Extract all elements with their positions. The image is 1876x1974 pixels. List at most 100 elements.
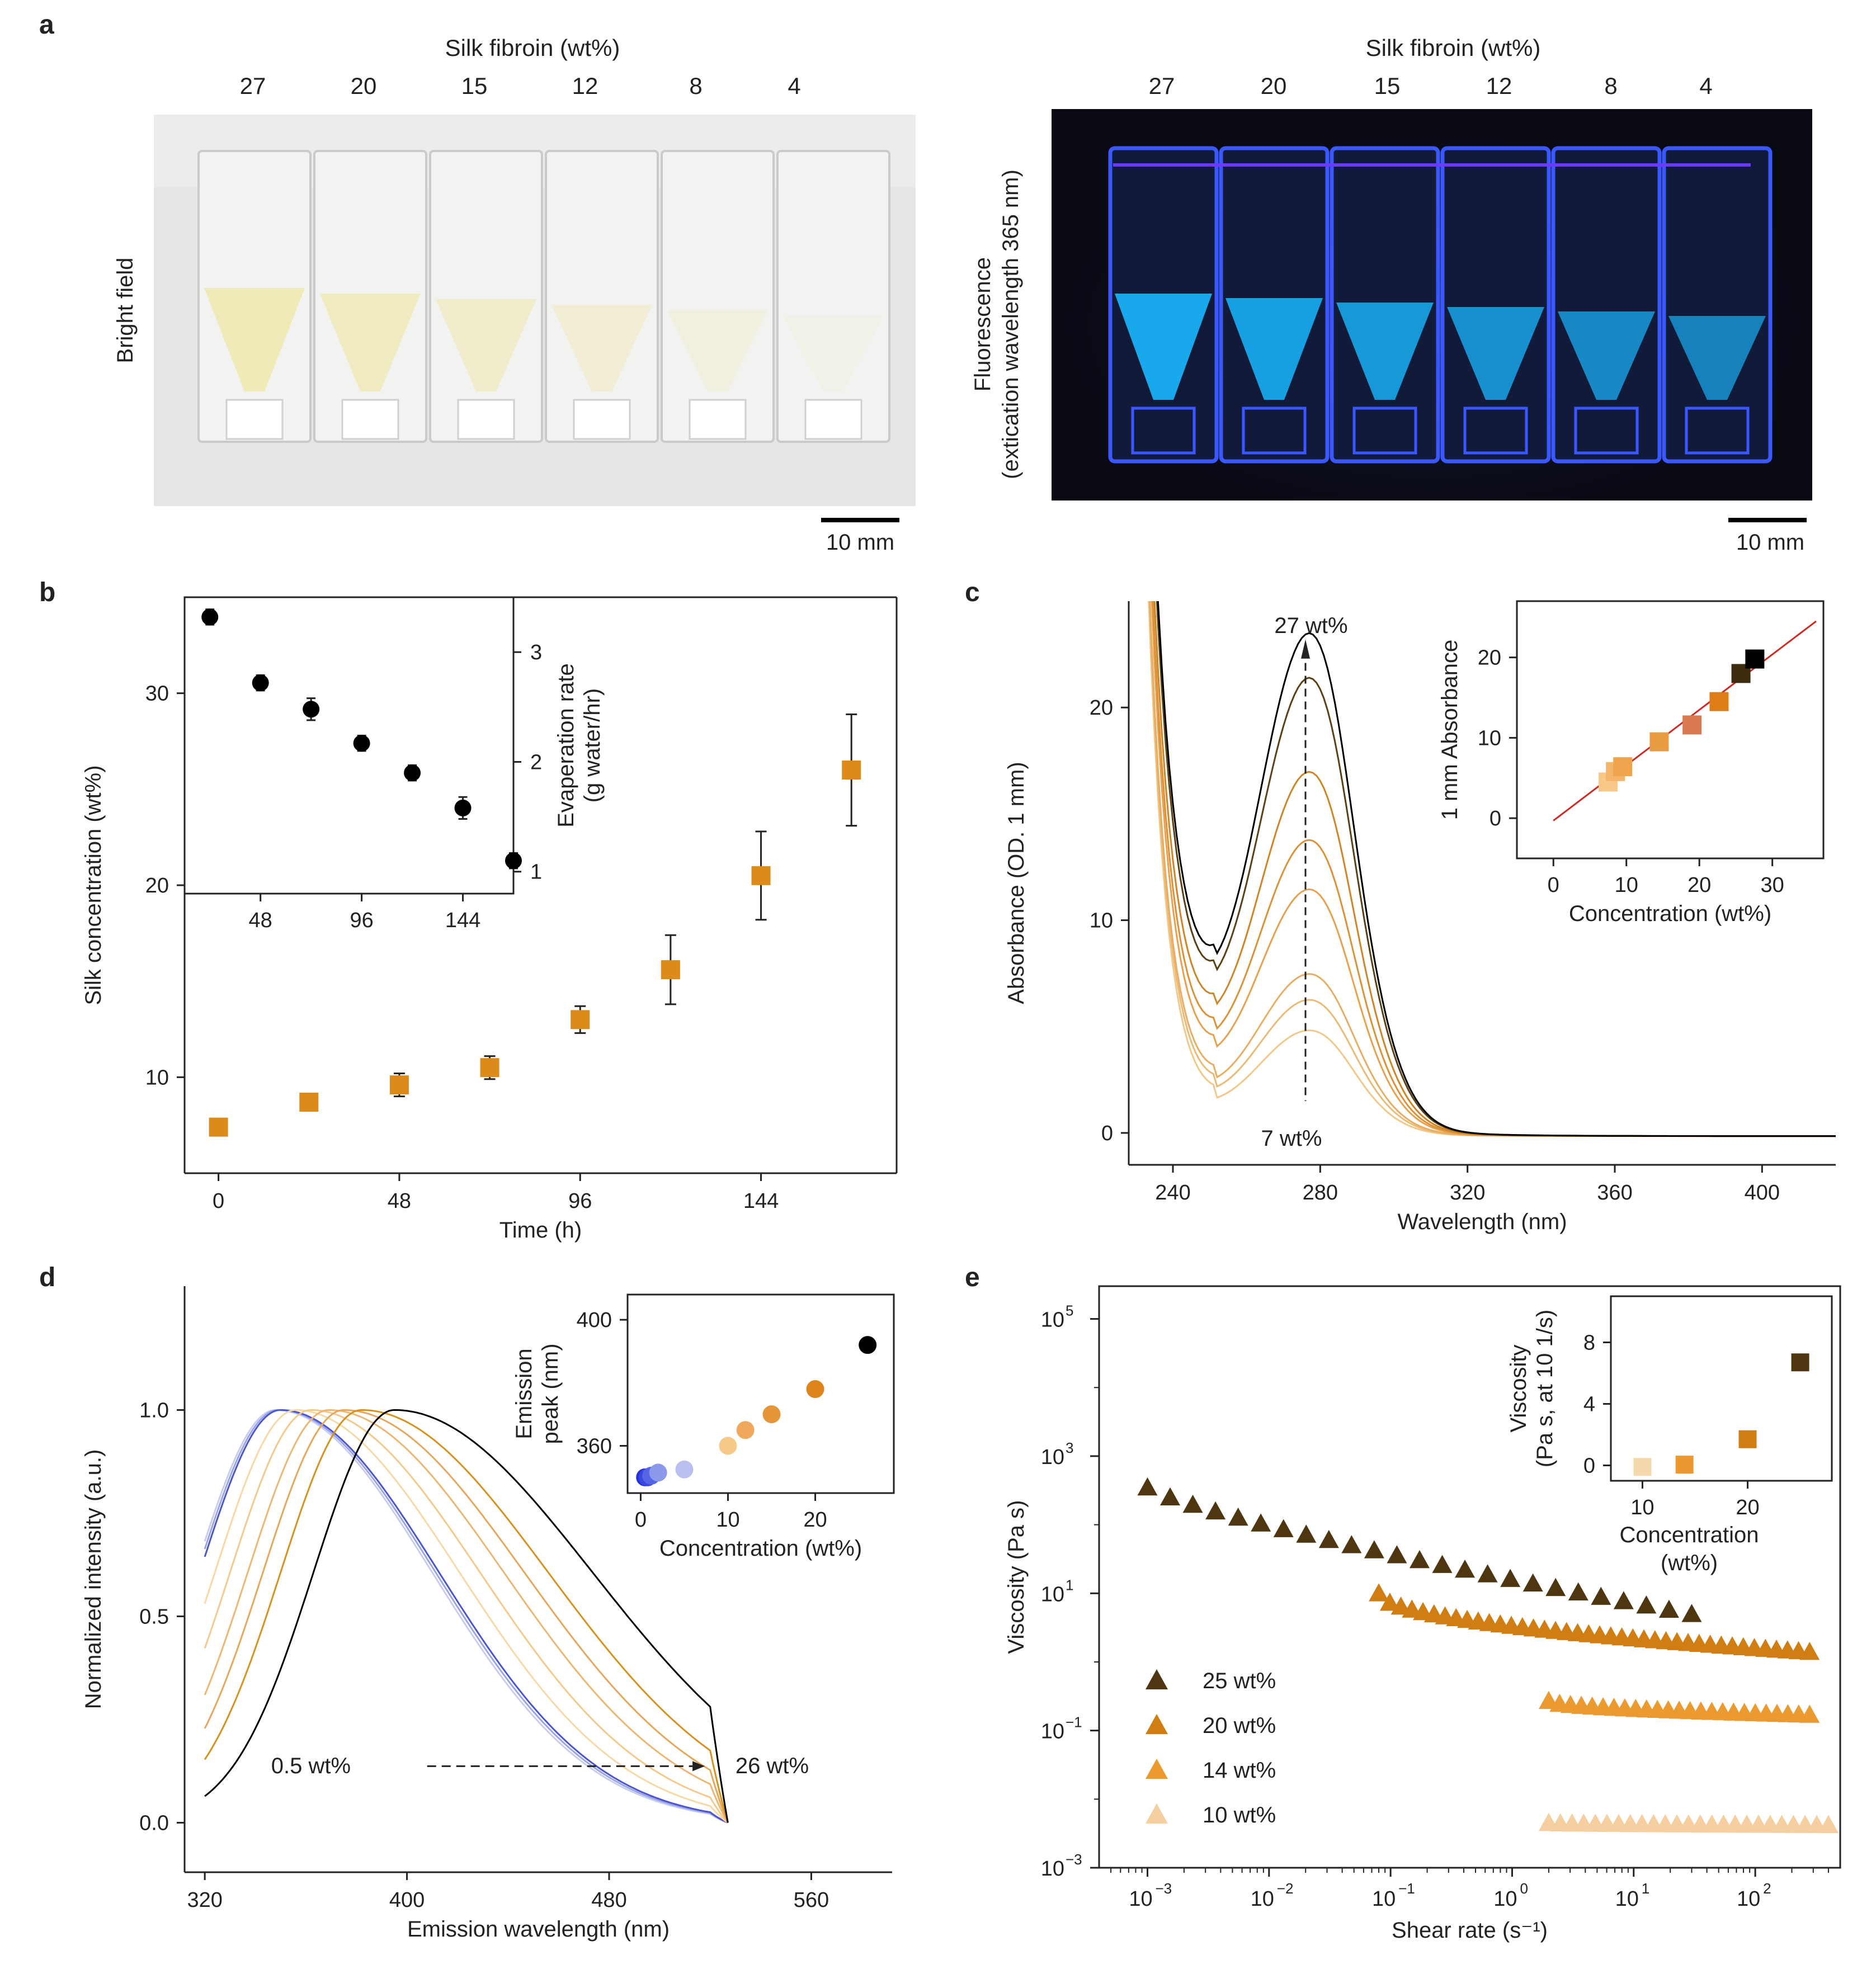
absorbance-curves xyxy=(1148,601,1836,1137)
fluorescence-label-2: (extication wavelength 365 nm) xyxy=(998,169,1023,479)
inset-data-point xyxy=(762,1405,781,1424)
inset-data-point xyxy=(303,701,320,718)
cuvette-base xyxy=(457,399,515,440)
viscosity-marker xyxy=(1251,1513,1271,1532)
emission-curve xyxy=(204,1409,729,1824)
viscosity-marker xyxy=(1160,1487,1181,1506)
x-tick-label-base: 10 xyxy=(1129,1887,1152,1911)
concentration-label-8: 8 xyxy=(1604,73,1617,99)
x-tick-label: 360 xyxy=(1597,1181,1632,1205)
cuvette-liquid xyxy=(667,310,768,391)
inset-y-tick-label: 1 xyxy=(530,861,542,884)
cuvette-base xyxy=(1574,407,1639,455)
viscosity-marker xyxy=(1379,1593,1400,1611)
x-tick-label: 0 xyxy=(213,1189,224,1213)
plot-frame xyxy=(1098,1285,1841,1869)
cuvette-liquid xyxy=(1668,316,1766,400)
inset-x-tick-label: 10 xyxy=(1615,873,1638,897)
legend-label: 25 wt% xyxy=(1203,1669,1276,1693)
inset-data-point xyxy=(454,799,472,816)
y-axis-label: Viscosity (Pa s) xyxy=(1004,1500,1029,1654)
y-tick-label-exponent: 1 xyxy=(1066,1576,1073,1593)
x-axis-label: Emission wavelength (nm) xyxy=(407,1917,670,1942)
y-tick-label-exponent: −1 xyxy=(1066,1714,1082,1731)
y-tick-label-base: 10 xyxy=(1041,1583,1064,1606)
inset-y-axis-label-2: peak (nm) xyxy=(538,1343,563,1444)
fluorescence-label-1: Fluorescence xyxy=(970,257,995,391)
cuvette-body xyxy=(1662,146,1773,464)
cuvette-body xyxy=(661,150,775,443)
viscosity-marker xyxy=(1273,1519,1294,1537)
bright-cuvette xyxy=(661,150,775,443)
viscosity-marker xyxy=(1681,1604,1702,1622)
concentration-label-27: 27 xyxy=(1149,73,1175,99)
cuvette-body xyxy=(429,150,543,443)
inset-x-tick-label: 48 xyxy=(249,909,272,932)
cuvette-base xyxy=(1352,407,1417,455)
cuvette-base xyxy=(341,399,399,440)
cuvette-base xyxy=(1131,407,1196,455)
viscosity-marker xyxy=(1296,1524,1317,1543)
panel-b-chart: 0 48 96 144 10 20 30 Time (h) Silk concentration… xyxy=(81,596,898,1243)
data-point xyxy=(209,1117,228,1137)
x-tick-label: 560 xyxy=(794,1888,829,1912)
concentration-label-20: 20 xyxy=(1261,73,1287,99)
concentration-label-4: 4 xyxy=(788,73,800,99)
x-tick-label: 48 xyxy=(388,1189,411,1213)
emission-curves xyxy=(204,1409,729,1824)
viscosity-marker xyxy=(1636,1595,1657,1614)
x-tick-label-base: 10 xyxy=(1615,1887,1639,1911)
viscosity-marker xyxy=(1799,1642,1820,1660)
y-tick-label-base: 10 xyxy=(1041,1446,1064,1469)
x-tick-label-base: 10 xyxy=(1372,1887,1396,1911)
panel-d-label: d xyxy=(39,1263,55,1292)
panel-c-chart: 240 280 320 360 400 0 10 20 Wavelength (nm) Absor… xyxy=(1004,600,1836,1234)
y-tick-label-base: 10 xyxy=(1041,1857,1064,1881)
panel-a-label: a xyxy=(39,10,54,40)
concentration-label-27: 27 xyxy=(240,73,266,99)
x-tick-label-base: 10 xyxy=(1251,1887,1274,1911)
x-tick-label-base: 10 xyxy=(1737,1887,1760,1911)
inset-data-point xyxy=(1633,1458,1652,1476)
x-tick-label-exponent: −2 xyxy=(1277,1880,1294,1897)
peak-arrow-head xyxy=(1301,639,1310,659)
legend-label: 14 wt% xyxy=(1203,1758,1276,1783)
y-tick-label: 0.5 xyxy=(139,1605,169,1628)
inset-frame xyxy=(626,1293,895,1494)
fluorescent-cuvette xyxy=(1551,146,1662,464)
panel-a-left-title: Silk fibroin (wt%) xyxy=(445,35,620,61)
emission-curve xyxy=(204,1409,729,1824)
viscosity-marker xyxy=(1341,1535,1362,1553)
inset-y-axis-label-2: (Pa s, at 10 1/s) xyxy=(1533,1310,1557,1467)
inset-x-tick-label: 10 xyxy=(1630,1496,1654,1519)
x-tick-label: 96 xyxy=(568,1189,592,1213)
inset-x-tick-label: 144 xyxy=(445,909,480,932)
y-tick-label: 0 xyxy=(1101,1122,1113,1145)
inset-y-tick-label: 3 xyxy=(530,641,542,664)
x-tick-label-base: 10 xyxy=(1493,1887,1517,1911)
viscosity-marker xyxy=(1523,1573,1543,1592)
x-tick-label: 480 xyxy=(591,1888,626,1912)
inset-x-tick-label: 30 xyxy=(1761,873,1784,897)
inset-x-tick-label: 0 xyxy=(635,1508,647,1532)
x-axis-label: Wavelength (nm) xyxy=(1397,1210,1567,1234)
viscosity-marker xyxy=(1205,1501,1226,1520)
inset-data-point xyxy=(252,674,269,692)
inset-y-tick-label: 2 xyxy=(530,750,542,774)
viscosity-marker xyxy=(1318,1529,1339,1548)
data-point xyxy=(751,866,771,885)
inset-y-axis-label: 1 mm Absorbance xyxy=(1437,640,1462,820)
y-tick-label-exponent: 5 xyxy=(1066,1302,1073,1319)
inset-y-tick-label: 4 xyxy=(1583,1393,1595,1416)
inset-data-point xyxy=(859,1336,877,1354)
fluorescent-cuvette xyxy=(1219,146,1330,464)
viscosity-marker xyxy=(1432,1555,1453,1573)
bright-field-photo xyxy=(154,115,916,506)
concentration-label-15: 15 xyxy=(1374,73,1401,99)
cuvette-liquid xyxy=(320,294,421,391)
inset-x-tick-label: 0 xyxy=(1548,873,1559,897)
inset-y-tick-label: 0 xyxy=(1490,807,1501,830)
data-point xyxy=(480,1058,499,1078)
cuvette-body xyxy=(1440,146,1551,464)
